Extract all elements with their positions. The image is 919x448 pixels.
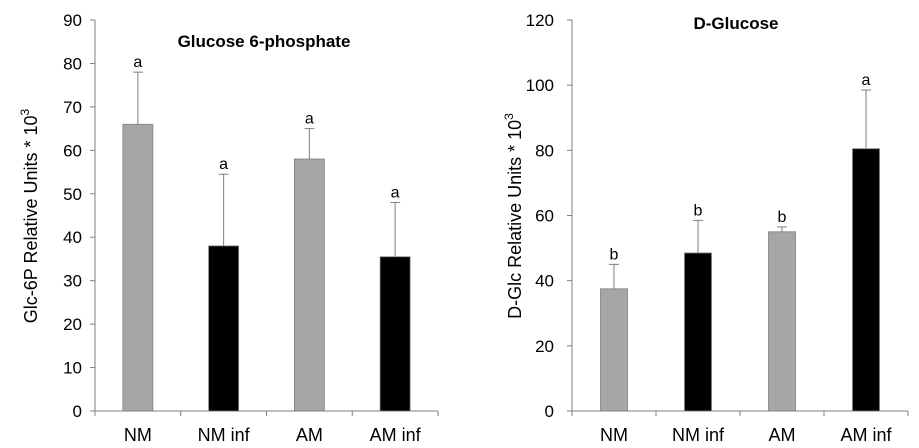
y-tick-label: 90 [63,11,82,30]
chart-d-glucose: D-Glucose D-Glc Relative Units * 103 0 20 40… [502,11,908,445]
bar-nm-inf [209,246,239,411]
y-axis-title-main: Glc-6P Relative Units * 10 [21,115,41,323]
y-tick-label: 20 [535,337,554,356]
y-tick-label: 10 [63,359,82,378]
y-tick-label: 120 [526,11,554,30]
significance-label: a [219,156,228,173]
significance-label: b [610,246,619,263]
y-axis-title-superscript: 3 [502,113,516,120]
y-tick-label: 60 [535,207,554,226]
x-category-label: NM [124,425,152,445]
y-tick-label: 20 [63,315,82,334]
x-category-label: NM inf [198,425,251,445]
significance-label: a [133,54,142,71]
chart-glucose-6-phosphate: Glucose 6-phosphate Glc-6P Relative Units… [18,11,438,445]
bar-am-inf [380,257,410,411]
chart-title: D-Glucose [693,14,778,33]
y-tick-label: 60 [63,141,82,160]
y-tick-label: 80 [535,141,554,160]
significance-label: a [305,111,314,128]
x-category-label: AM [296,425,323,445]
significance-label: a [862,72,871,89]
y-tick-label: 40 [535,272,554,291]
x-category-label: AM inf [840,425,892,445]
y-axis-title-superscript: 3 [18,108,32,115]
bar-nm [601,289,628,411]
bar-am [769,232,796,411]
x-category-label: AM inf [370,425,422,445]
bar-am-inf [853,149,880,411]
y-tick-label: 0 [545,402,554,421]
bar-nm-inf [685,253,712,411]
y-tick-label: 0 [73,402,82,421]
significance-label: b [694,202,703,219]
y-tick-label: 40 [63,228,82,247]
y-tick-label: 100 [526,76,554,95]
y-tick-label: 80 [63,54,82,73]
y-tick-label: 50 [63,185,82,204]
bar-am [294,159,324,411]
y-axis-title-main: D-Glc Relative Units * 10 [505,120,525,319]
y-axis-title: Glc-6P Relative Units * 103 [18,108,41,323]
x-category-label: AM [769,425,796,445]
significance-label: b [778,209,787,226]
x-category-label: NM inf [672,425,725,445]
x-category-label: NM [600,425,628,445]
significance-label: a [391,184,400,201]
y-tick-label: 70 [63,98,82,117]
chart-title: Glucose 6-phosphate [178,32,351,51]
y-tick-label: 30 [63,272,82,291]
y-axis-title: D-Glc Relative Units * 103 [502,113,525,319]
bar-nm [123,124,153,411]
